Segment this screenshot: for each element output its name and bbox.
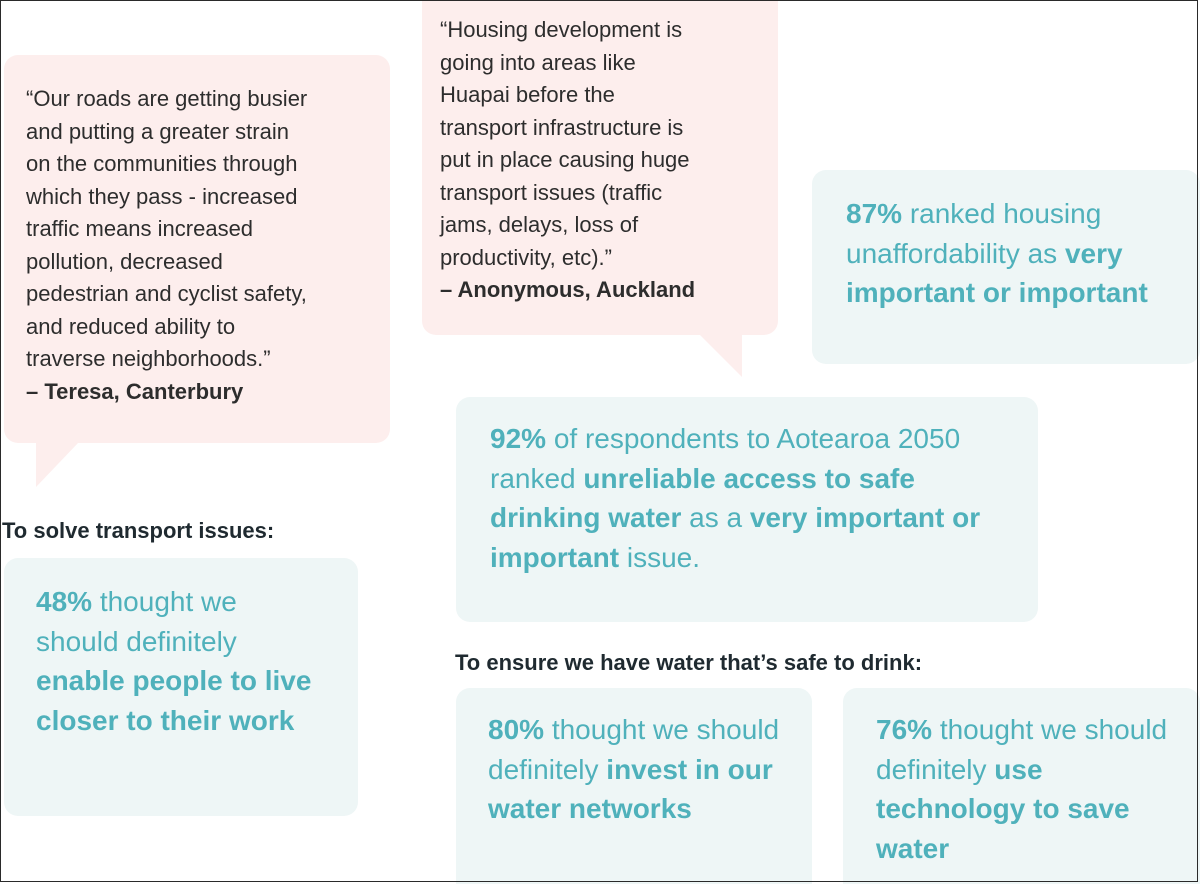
stat-percentage: 48%	[36, 586, 93, 617]
stat-highlight: unreliable access to safe drinking water	[490, 462, 915, 534]
quote-text: “Our roads are getting busier and puttin…	[26, 86, 308, 371]
stat-text: thought we should definitely	[876, 714, 1168, 785]
stat-highlight: enable people to live closer to their wo…	[36, 665, 312, 736]
heading-transport: To solve transport issues:	[2, 518, 275, 543]
heading-water: To ensure we have water that’s safe to d…	[455, 650, 923, 675]
quote-text: “Housing development is going into areas…	[440, 17, 690, 270]
stat-percentage: 80%	[488, 714, 545, 745]
stat-percentage: 87%	[846, 198, 903, 229]
speech-bubble-tail	[36, 443, 78, 487]
quote-author: – Anonymous, Auckland	[440, 277, 696, 302]
stat-text: thought we should definitely	[36, 586, 237, 657]
stat-text: thought we should definitely	[488, 714, 780, 785]
stat-card-water-access: 92% of respondents to Aotearoa 2050 rank…	[456, 397, 1038, 622]
stat-text: ranked housing unaffordability as	[846, 198, 1102, 269]
quote-bubble-anonymous: “Housing development is going into areas…	[422, 0, 778, 335]
quote-bubble-teresa: “Our roads are getting busier and puttin…	[4, 55, 390, 443]
stat-text: issue.	[619, 541, 701, 573]
stat-percentage: 76%	[876, 714, 933, 745]
stat-card-invest-water-networks: 80% thought we should definitely invest …	[456, 688, 812, 884]
speech-bubble-tail	[700, 335, 742, 377]
stat-text: of respondents to Aotearoa 2050 ranked	[490, 423, 961, 494]
stat-highlight: use technology to save water	[876, 753, 1130, 864]
stat-text: as a	[681, 502, 750, 533]
stat-card-housing: 87% ranked housing unaffordability as ve…	[812, 170, 1200, 364]
stat-highlight: very important or important	[846, 237, 1148, 309]
stat-percentage: 92%	[490, 423, 547, 454]
stat-card-use-technology: 76% thought we should definitely use tec…	[843, 688, 1200, 884]
stat-card-transport: 48% thought we should definitely enable …	[4, 558, 358, 816]
quote-author: – Teresa, Canterbury	[26, 378, 244, 404]
stat-highlight: very important or important	[490, 502, 981, 573]
stat-highlight: invest in our water networks	[488, 753, 773, 825]
